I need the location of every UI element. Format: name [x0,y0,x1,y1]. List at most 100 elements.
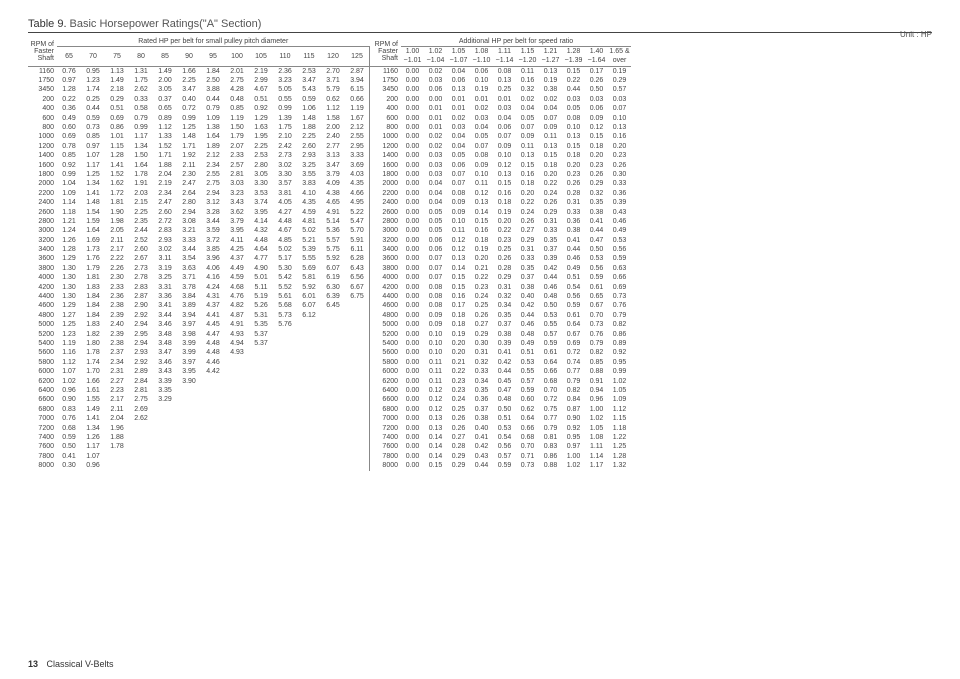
rpm-cell: 2000 [370,180,401,189]
data-cell [321,386,345,395]
data-cell: 1.32 [608,462,631,471]
data-cell: 5.11 [249,283,273,292]
data-cell: 0.02 [447,114,470,123]
data-cell [345,368,370,377]
data-cell: 0.46 [562,255,585,264]
data-cell: 2.60 [153,208,177,217]
data-cell: 0.07 [608,105,631,114]
data-cell: 2.38 [105,302,129,311]
data-cell: 0.15 [470,217,493,226]
data-cell: 0.00 [401,330,424,339]
data-cell: 3.48 [153,330,177,339]
data-cell: 0.00 [401,161,424,170]
data-cell [225,415,249,424]
data-cell: 0.00 [401,283,424,292]
data-cell: 0.20 [470,255,493,264]
data-cell: 2.67 [129,255,153,264]
data-cell [153,405,177,414]
data-cell: 0.56 [493,443,516,452]
data-cell: 2.60 [129,246,153,255]
data-cell: 1.30 [57,264,81,273]
data-cell: 2.80 [177,199,201,208]
data-cell: 1.26 [81,433,105,442]
data-cell: 3.59 [201,227,225,236]
data-cell: 0.40 [516,293,539,302]
rpm-cell: 400 [28,105,57,114]
data-cell: 1.83 [81,283,105,292]
right-col-header-top: 1.65 & [608,47,631,57]
data-cell: 3.33 [177,236,201,245]
left-col-header: 100 [225,47,249,67]
data-cell: 1.23 [81,77,105,86]
data-cell: 0.15 [493,180,516,189]
data-cell: 4.25 [225,246,249,255]
left-col-header: 65 [57,47,81,67]
data-cell: 0.03 [470,114,493,123]
data-cell: 2.47 [177,180,201,189]
page-footer: 13 Classical V-Belts [28,659,114,669]
data-cell: 0.41 [562,236,585,245]
data-cell: 3.94 [177,311,201,320]
data-cell: 0.05 [424,208,447,217]
data-cell: 1.25 [81,170,105,179]
data-cell: 0.00 [401,302,424,311]
data-cell: 0.66 [539,368,562,377]
data-cell [129,462,153,471]
data-cell: 0.96 [57,386,81,395]
data-cell: 0.31 [470,349,493,358]
data-cell: 0.42 [493,358,516,367]
data-cell: 0.04 [447,67,470,77]
rpm-cell: 1400 [28,152,57,161]
left-col-header: 75 [105,47,129,67]
data-cell: 0.06 [493,124,516,133]
data-cell: 0.08 [470,152,493,161]
table-label: Table 9. [28,18,67,30]
data-cell: 0.22 [562,77,585,86]
data-cell: 0.53 [608,236,631,245]
data-cell: 1.17 [585,462,608,471]
data-cell [297,321,321,330]
rpm-cell: 6800 [28,405,57,414]
data-cell: 3.99 [177,340,201,349]
data-cell [201,462,225,471]
data-cell: 0.36 [562,217,585,226]
data-cell: 2.62 [129,86,153,95]
data-cell: 0.15 [562,67,585,77]
data-cell: 1.29 [57,302,81,311]
data-cell: 0.12 [424,396,447,405]
data-cell: 0.95 [81,67,105,77]
data-cell: 0.43 [470,452,493,461]
data-cell: 0.32 [585,189,608,198]
data-cell [153,452,177,461]
data-cell: 0.11 [470,180,493,189]
data-cell: 3.02 [153,246,177,255]
data-cell: 0.47 [585,236,608,245]
data-cell: 4.95 [345,199,370,208]
rpm-cell: 7400 [28,433,57,442]
data-cell: 6.01 [297,293,321,302]
data-cell: 0.37 [153,95,177,104]
data-cell: 2.03 [129,189,153,198]
data-cell: 5.37 [249,330,273,339]
data-cell: 0.22 [470,274,493,283]
data-cell: 0.01 [470,95,493,104]
data-cell: 2.05 [105,227,129,236]
data-cell: 4.06 [201,264,225,273]
data-cell: 0.00 [401,358,424,367]
data-cell: 1.31 [129,67,153,77]
data-cell: 1.25 [608,443,631,452]
data-cell: 0.51 [105,105,129,114]
data-cell: 0.19 [447,330,470,339]
data-cell: 0.00 [401,368,424,377]
data-cell: 0.04 [539,105,562,114]
data-cell: 0.03 [424,77,447,86]
data-cell: 3.46 [153,358,177,367]
data-cell [225,433,249,442]
data-cell: 0.94 [585,386,608,395]
data-cell: 1.00 [585,405,608,414]
data-cell: 5.30 [273,264,297,273]
data-cell: 1.16 [57,349,81,358]
data-cell [177,386,201,395]
data-cell: 1.83 [81,321,105,330]
data-cell: 2.12 [201,152,225,161]
